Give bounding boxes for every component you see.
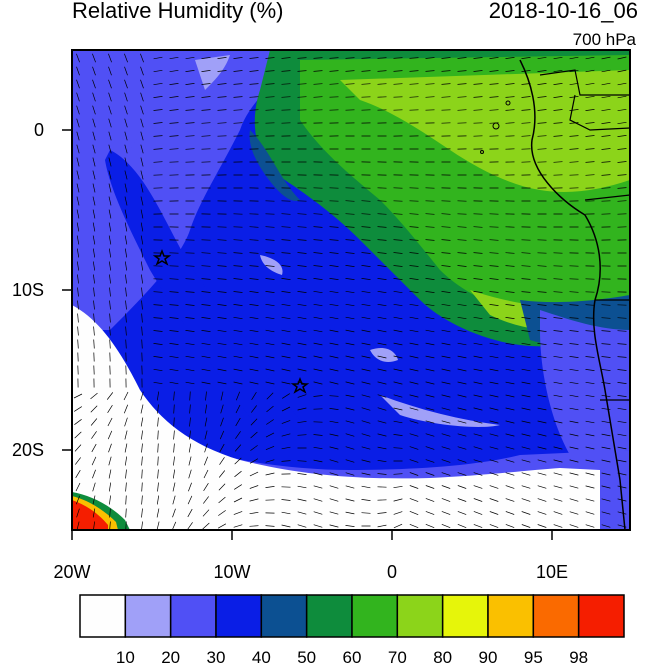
lat-label-10s: 10S	[11, 280, 44, 300]
colorbar	[79, 594, 625, 638]
star-marker	[290, 376, 310, 394]
lon-label-20w: 20W	[53, 562, 91, 582]
lat-label-0: 0	[33, 120, 44, 140]
lon-label-10e: 10E	[535, 562, 569, 582]
colorbar-label: 60	[342, 648, 362, 667]
datetime-label: 2018-10-16_06	[488, 0, 638, 23]
wind-vectors	[73, 53, 627, 530]
colorbar-label: 70	[387, 648, 407, 667]
colorbar-box	[260, 594, 308, 638]
colorbar-label: 95	[523, 648, 543, 667]
colorbar-box	[169, 594, 217, 638]
colorbar-label: 10	[115, 648, 135, 667]
colorbar-box	[396, 594, 444, 638]
colorbar-label: 20	[161, 648, 181, 667]
colorbar-box	[79, 594, 127, 638]
colorbar-box	[441, 594, 489, 638]
colorbar-box	[124, 594, 172, 638]
pressure-level-label: 700 hPa	[572, 30, 636, 49]
lon-label-0: 0	[386, 562, 397, 582]
colorbar-label: 80	[433, 648, 453, 667]
colorbar-label: 30	[206, 648, 226, 667]
axis-ticks	[62, 129, 553, 540]
colorbar-label: 90	[478, 648, 498, 667]
map-title: Relative Humidity (%)	[72, 0, 284, 23]
colorbar-box	[532, 594, 580, 638]
colorbar-box	[577, 594, 625, 638]
colorbar-box	[351, 594, 399, 638]
colorbar-label: 98	[569, 648, 589, 667]
humidity-field	[72, 50, 630, 530]
colorbar-box	[215, 594, 263, 638]
colorbar-box	[305, 594, 353, 638]
colorbar-label: 40	[251, 648, 271, 667]
colorbar-box	[487, 594, 535, 638]
lat-label-20s: 20S	[11, 440, 44, 460]
star-marker	[152, 248, 172, 266]
lon-label-10w: 10W	[213, 562, 251, 582]
colorbar-label: 50	[297, 648, 317, 667]
